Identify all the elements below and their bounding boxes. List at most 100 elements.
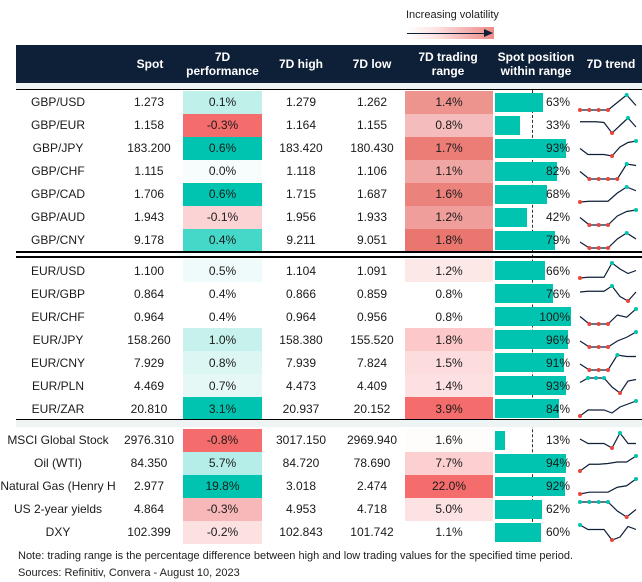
trend-min-marker [578, 276, 582, 280]
high-value: 4.473 [285, 378, 317, 393]
position-label: 33% [545, 118, 570, 132]
spot-value: 183.200 [127, 141, 171, 155]
position-bar [495, 522, 541, 542]
row-label: Natural Gas (Henry H [0, 479, 116, 493]
low-value: 1.933 [356, 210, 388, 224]
position-label: 13% [545, 433, 570, 447]
low-value: 0.859 [356, 286, 388, 301]
range-cell: 1.4% [405, 90, 493, 114]
position-bar [495, 353, 565, 372]
trend-max-marker [634, 453, 638, 458]
high-value: 158.380 [279, 332, 323, 347]
trend-sparkline [579, 138, 638, 158]
position-label: 93% [545, 378, 570, 393]
trend-min-marker [587, 176, 592, 181]
row-label: DXY [45, 525, 71, 539]
low-value: 2969.940 [346, 433, 398, 447]
header-position: Spot position within range [497, 50, 575, 78]
position-bar [495, 184, 547, 204]
table-header: Spot 7D performance 7D high 7D low 7D tr… [16, 45, 642, 83]
position-bar [495, 230, 556, 250]
high-value: 7.939 [285, 355, 317, 370]
position-bar [495, 453, 567, 473]
header-performance: 7D performance [186, 50, 259, 78]
trend-min-marker [596, 368, 601, 372]
trend-max-marker [634, 138, 638, 143]
trend-sparkline [579, 307, 638, 326]
position-label: 94% [545, 456, 570, 470]
trend-max-marker [618, 430, 622, 435]
high-value: 102.843 [279, 525, 323, 539]
range-cell: 1.1% [405, 159, 493, 183]
trend-line [579, 400, 637, 417]
position-bar [495, 207, 527, 227]
position-bar [495, 115, 521, 135]
trend-min-marker [606, 176, 610, 181]
performance-cell: 3.1% [183, 397, 262, 420]
spot-value: 1.100 [133, 263, 165, 278]
performance-cell: 0.0% [183, 159, 262, 183]
trend-sparkline [578, 261, 637, 280]
high-value: 20.937 [282, 401, 320, 416]
row-label: EUR/CNY [30, 355, 85, 370]
table-row: EUR/PLN 4.469 0.7% 4.473 4.409 1.4% 93% [0, 374, 642, 397]
trend-line [579, 139, 637, 157]
header-high: 7D high [279, 57, 323, 71]
trend-max-marker [634, 207, 638, 212]
trend-min-marker [587, 245, 592, 250]
table-row: EUR/GBP 0.864 0.4% 0.866 0.859 0.8% 76% [0, 282, 642, 305]
trend-max-marker [624, 230, 629, 235]
position-label: 66% [545, 263, 570, 278]
footnote: Note: trading range is the percentage di… [18, 550, 574, 562]
table-row: US 2-year yields 4.864 -0.3% 4.953 4.718 5.0%… [0, 497, 642, 521]
row-label: EUR/CHF [31, 309, 85, 324]
spot-value: 1.158 [133, 118, 165, 132]
trend-min-marker [596, 176, 601, 181]
trend-min-marker [618, 391, 622, 395]
spot-value: 20.810 [130, 401, 168, 416]
table-row: GBP/EUR 1.158 -0.3% 1.164 1.155 0.8% 33% [0, 113, 642, 137]
trend-sparkline [579, 376, 637, 395]
performance-cell: 19.8% [183, 474, 262, 498]
position-label: 100% [539, 309, 570, 324]
trend-max-marker [634, 399, 638, 403]
performance-cell: 0.1% [183, 90, 262, 114]
range-cell: 1.6% [405, 182, 493, 206]
trend-line [579, 354, 636, 371]
range-cell: 7.7% [405, 451, 493, 475]
trend-min-marker [578, 107, 582, 112]
trend-max-marker [602, 376, 606, 380]
range-cell: 1.6% [405, 428, 493, 452]
position-bar [495, 476, 565, 496]
trend-line [579, 454, 637, 471]
high-value: 1.118 [286, 164, 316, 178]
trend-line [579, 285, 637, 302]
trend-max-marker [624, 161, 629, 166]
trend-sparkline [579, 430, 636, 450]
performance-cell: -0.3% [183, 113, 262, 137]
trend-min-marker [596, 222, 601, 227]
trend-max-marker [587, 499, 592, 504]
spot-value: 84.350 [130, 456, 168, 470]
trend-min-marker [615, 176, 620, 181]
trend-max-marker [626, 115, 630, 120]
trend-sparkline [578, 499, 637, 519]
position-label: 62% [545, 502, 570, 516]
position-label: 82% [545, 164, 570, 178]
position-bar [495, 499, 543, 519]
row-label: EUR/PLN [31, 378, 84, 393]
table-row: GBP/CAD 1.706 0.6% 1.715 1.687 1.6% 68% [0, 182, 642, 206]
header-trend: 7D trend [586, 57, 636, 71]
range-cell: 3.9% [405, 397, 493, 420]
trend-min-marker [624, 514, 629, 519]
spot-value: 1.706 [133, 187, 165, 201]
trend-min-marker [578, 468, 582, 473]
trend-min-marker [596, 345, 601, 349]
trend-sparkline [578, 476, 638, 496]
range-cell: 1.5% [405, 351, 493, 374]
performance-cell: -0.2% [183, 520, 262, 544]
low-value: 4.718 [356, 502, 388, 516]
spot-value: 9.178 [133, 233, 165, 247]
trend-line [579, 231, 637, 249]
trend-line [579, 185, 637, 203]
